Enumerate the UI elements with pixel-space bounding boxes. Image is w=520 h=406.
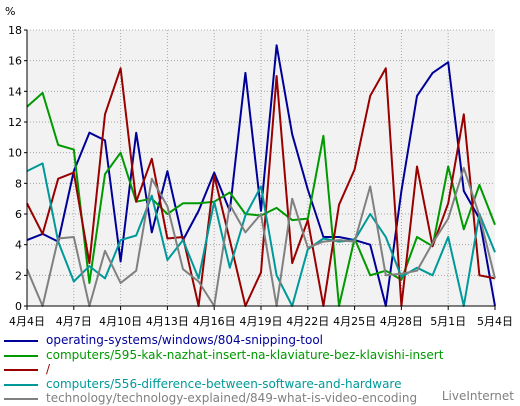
legend-item: computers/556-difference-between-softwar… (4, 377, 516, 392)
y-tick-label: 18 (8, 24, 22, 37)
legend-item: operating-systems/windows/804-snipping-t… (4, 333, 516, 348)
series-line-3 (26, 67, 496, 307)
legend-swatch (4, 340, 38, 342)
legend-swatch (4, 354, 38, 357)
x-tick-label: 4月16日 (193, 315, 236, 328)
y-tick-label: 16 (8, 55, 22, 68)
x-tick-label: 5月1日 (430, 315, 466, 328)
series-line-5 (26, 167, 496, 307)
legend-label: / (46, 362, 51, 376)
legend-item: technology/technology-explained/849-what… (4, 391, 516, 406)
legend-label: computers/556-difference-between-softwar… (46, 376, 402, 391)
series-line-4 (26, 162, 496, 307)
line-chart: % 0 2 4 6 8 10 12 14 16 18 4月4日 4月7日 4月10日 4月13日 4月16日 4… (5, 5, 513, 328)
legend-swatch (4, 383, 38, 386)
legend-item: computers/595-kak-nazhat-insert-na-klavi… (4, 348, 516, 363)
x-tick-label: 5月4日 (477, 315, 513, 328)
legend-label: technology/technology-explained/849-what… (46, 391, 418, 405)
y-tick-label: 6 (15, 208, 22, 221)
legend-swatch (4, 398, 38, 400)
x-tick-label: 4月25日 (333, 315, 376, 328)
legend-item: / (4, 362, 516, 377)
x-tick-label: 4月4日 (9, 315, 45, 328)
y-tick-label: 12 (8, 116, 22, 129)
x-tick-label: 4月7日 (56, 315, 92, 328)
legend-label: operating-systems/windows/804-snipping-t… (46, 333, 323, 347)
y-tick-label: 8 (15, 177, 22, 190)
legend-swatch (4, 369, 38, 371)
y-tick-label: 4 (15, 239, 22, 252)
x-tick-label: 4月10日 (99, 315, 142, 328)
x-tick-label: 4月13日 (146, 315, 189, 328)
liveinternet-brand: LiveInternet (441, 389, 514, 403)
y-tick-label: 0 (15, 300, 22, 313)
y-tick-label: 10 (8, 147, 22, 160)
x-tick-label: 4月28日 (380, 315, 423, 328)
legend: operating-systems/windows/804-snipping-t… (4, 333, 516, 406)
y-tick-label: 2 (15, 269, 22, 282)
y-unit-label: % (5, 5, 15, 18)
x-tick-label: 4月19日 (240, 315, 283, 328)
x-tick-label: 4月22日 (286, 315, 329, 328)
series-line-1 (26, 44, 496, 307)
y-tick-label: 14 (8, 85, 22, 98)
legend-label: computers/595-kak-nazhat-insert-na-klavi… (46, 347, 444, 362)
